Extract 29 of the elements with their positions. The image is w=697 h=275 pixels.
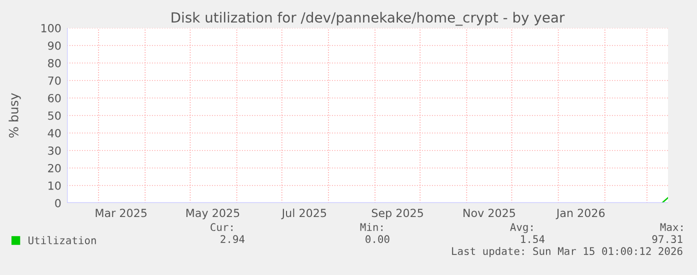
y-tick-label: 80 (48, 58, 61, 68)
y-tick-label: 70 (48, 76, 61, 85)
y-tick-label: 0 (55, 198, 61, 208)
y-tick-label: 10 (48, 181, 61, 190)
y-tick-label: 90 (48, 41, 61, 50)
x-tick-label: Sep 2025 (372, 208, 423, 220)
y-tick-label: 50 (48, 111, 61, 120)
y-tick-label: 60 (48, 94, 61, 102)
chart-title: Disk utilization for /dev/pannekake/home_crypt - by year (172, 12, 565, 26)
x-tick-label: Nov 2025 (464, 208, 515, 218)
text: Avg: (510, 223, 532, 234)
text: Cur: (210, 223, 232, 232)
y-tick-label: 100 (41, 24, 61, 32)
text: Min: (360, 222, 382, 231)
y-tick-label: 40 (48, 128, 61, 138)
x-tick-label: Jul 2025 (281, 208, 326, 220)
x-tick-label: Mar 2025 (96, 208, 147, 218)
text: 0.00 (366, 235, 390, 244)
text: 2.94 (220, 235, 245, 244)
text: Max: (660, 223, 682, 232)
x-tick-label: Jan 2026 (556, 208, 605, 220)
legend-label: Utilization (28, 236, 96, 244)
y-tick-label: 20 (48, 164, 61, 172)
text: Last update: Sun Mar 15 01:00:12 2026 (452, 246, 682, 258)
text: 97.31 (652, 235, 682, 244)
x-tick-label: May 2025 (186, 208, 240, 220)
text: 1.54 (521, 235, 545, 244)
y-axis-title: % busy (8, 93, 21, 138)
y-tick-label: 30 (48, 146, 61, 155)
